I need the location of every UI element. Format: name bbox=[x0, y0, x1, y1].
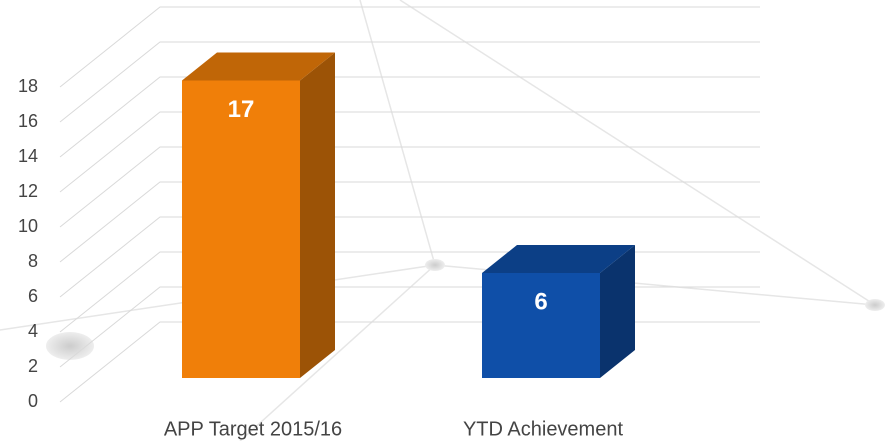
grid-line bbox=[59, 146, 760, 228]
grid-line bbox=[59, 6, 760, 88]
bar-front bbox=[182, 80, 300, 378]
grid-line bbox=[59, 76, 760, 158]
grid-line bbox=[59, 111, 760, 193]
deco-dot bbox=[865, 299, 885, 311]
deco-line bbox=[399, 0, 876, 306]
grid-line bbox=[59, 251, 760, 333]
deco-dot bbox=[425, 259, 445, 271]
bar-top bbox=[482, 245, 635, 273]
grid-line bbox=[59, 286, 760, 368]
value-label: 17 bbox=[228, 96, 255, 123]
y-tick-label: 10 bbox=[18, 216, 38, 236]
y-tick-label: 8 bbox=[28, 251, 38, 271]
y-tick-label: 2 bbox=[28, 356, 38, 376]
y-tick-label: 6 bbox=[28, 286, 38, 306]
bar bbox=[182, 52, 335, 378]
x-tick-label: APP Target 2015/16 bbox=[164, 418, 342, 440]
y-tick-label: 16 bbox=[18, 111, 38, 131]
grid-line bbox=[59, 321, 760, 403]
bar-side bbox=[600, 245, 635, 378]
y-tick-label: 12 bbox=[18, 181, 38, 201]
y-tick-label: 14 bbox=[18, 146, 38, 166]
deco-line bbox=[239, 264, 436, 441]
y-tick-label: 0 bbox=[28, 391, 38, 411]
bar-top bbox=[182, 52, 335, 81]
bar-side bbox=[300, 52, 335, 378]
value-label: 6 bbox=[534, 288, 547, 315]
grid-line bbox=[59, 216, 760, 298]
x-tick-label: YTD Achievement bbox=[463, 418, 624, 440]
grid-line bbox=[59, 181, 760, 263]
bar-front bbox=[482, 273, 600, 378]
y-tick-label: 18 bbox=[18, 76, 38, 96]
bar bbox=[482, 245, 635, 378]
deco-dot bbox=[46, 332, 94, 360]
y-tick-label: 4 bbox=[28, 321, 38, 341]
grid-line bbox=[59, 41, 760, 123]
